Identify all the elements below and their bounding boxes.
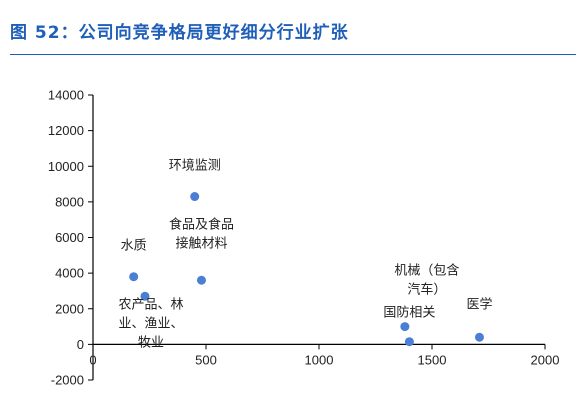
point-label-line: 国防相关 (383, 305, 435, 321)
y-tick-label: -2000 (51, 373, 84, 388)
x-tick-labels: 0 500 1000 1500 2000 (89, 352, 559, 367)
data-point (129, 272, 139, 282)
y-tick-label: 2000 (55, 301, 84, 316)
point-label-line: 水质 (121, 239, 147, 254)
point-label-line: 机械（包含 (394, 263, 459, 279)
y-tick-label: 8000 (55, 194, 84, 209)
y-tick-labels: -2000 0 2000 4000 6000 8000 10000 12000 14000 (48, 88, 84, 388)
data-point (404, 337, 414, 347)
point-label: 农产品、林业、渔业、牧业 (118, 297, 183, 350)
point-label: 水质 (121, 239, 147, 254)
y-tick-label: 6000 (55, 230, 84, 245)
point-label-line: 接触材料 (175, 235, 227, 251)
y-tick-label: 14000 (48, 88, 84, 103)
point-label: 医学 (466, 296, 492, 312)
x-tick-label: 1500 (418, 352, 447, 367)
x-tick-label: 0 (89, 352, 96, 367)
y-tick-label: 12000 (48, 123, 84, 138)
point-label-line: 食品及食品 (169, 216, 234, 232)
point-label-line: 业、渔业、 (118, 316, 183, 331)
point-label-line: 环境监测 (169, 159, 221, 174)
data-point (474, 332, 484, 342)
figure-title: 图 52：公司向竞争格局更好细分行业扩张 (10, 23, 349, 43)
x-tick-label: 2000 (531, 352, 560, 367)
x-tick-label: 1000 (305, 352, 334, 367)
point-label-line: 汽车） (407, 282, 446, 298)
data-points (129, 192, 484, 347)
point-label-line: 医学 (466, 296, 492, 312)
point-label: 国防相关 (383, 305, 435, 321)
data-point (190, 192, 200, 202)
point-label-line: 牧业 (138, 335, 164, 350)
point-label: 机械（包含汽车） (394, 263, 459, 298)
y-tick-label: 0 (77, 337, 84, 352)
data-point (196, 275, 206, 285)
data-point (140, 291, 150, 301)
point-label-line: 农产品、林 (118, 297, 183, 312)
x-tick-label: 500 (195, 352, 217, 367)
title-divider (10, 54, 576, 55)
data-point (400, 322, 410, 332)
axes (88, 94, 546, 381)
y-tick-label: 10000 (48, 159, 84, 174)
point-label: 环境监测 (169, 159, 221, 174)
point-label: 食品及食品接触材料 (169, 216, 234, 251)
y-tick-label: 4000 (55, 266, 84, 281)
